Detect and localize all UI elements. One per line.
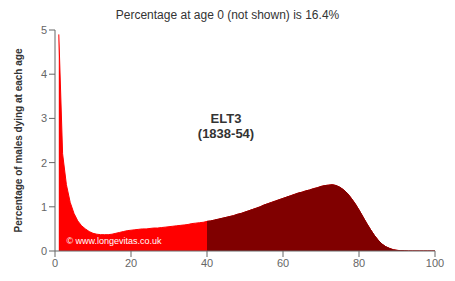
svg-text:Percentage at age 0 (not shown: Percentage at age 0 (not shown) is 16.4% bbox=[116, 8, 340, 22]
svg-text:2: 2 bbox=[41, 157, 47, 169]
svg-text:ELT3(1838-54): ELT3(1838-54) bbox=[198, 111, 254, 141]
svg-text:0: 0 bbox=[41, 245, 47, 257]
svg-text:3: 3 bbox=[41, 112, 47, 124]
svg-text:5: 5 bbox=[41, 24, 47, 36]
svg-text:1: 1 bbox=[41, 201, 47, 213]
svg-text:100: 100 bbox=[426, 257, 444, 269]
svg-text:Percentage of males dying at e: Percentage of males dying at each age bbox=[13, 48, 24, 232]
svg-text:40: 40 bbox=[201, 257, 213, 269]
svg-text:0: 0 bbox=[52, 257, 58, 269]
svg-text:60: 60 bbox=[277, 257, 289, 269]
svg-text:© www.longevitas.co.uk: © www.longevitas.co.uk bbox=[66, 236, 162, 246]
svg-text:20: 20 bbox=[125, 257, 137, 269]
svg-text:80: 80 bbox=[353, 257, 365, 269]
svg-text:4: 4 bbox=[41, 68, 47, 80]
